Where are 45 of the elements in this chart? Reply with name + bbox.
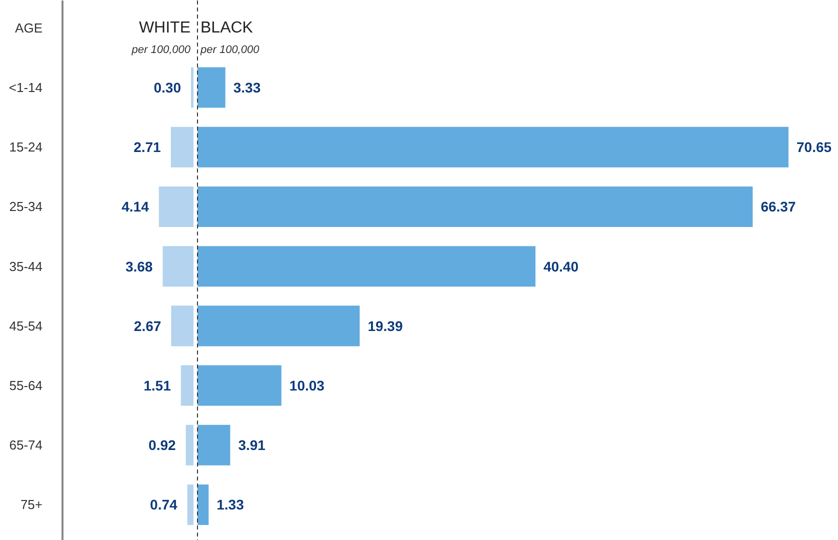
data-label: 3.33 bbox=[233, 80, 261, 96]
bar bbox=[198, 365, 282, 406]
y-tick-label: 35-44 bbox=[9, 258, 42, 274]
bar bbox=[198, 306, 360, 346]
bar bbox=[186, 424, 194, 466]
data-label: 40.40 bbox=[543, 258, 579, 274]
data-label: 10.03 bbox=[289, 378, 325, 394]
bar bbox=[171, 306, 194, 346]
data-label: 19.39 bbox=[368, 318, 403, 334]
chart-title: BLACK bbox=[200, 19, 254, 36]
chart-title: WHITE bbox=[138, 19, 190, 36]
bar bbox=[170, 126, 194, 168]
bar bbox=[162, 246, 194, 287]
y-tick-label: 55-64 bbox=[9, 378, 42, 394]
bar bbox=[187, 484, 194, 526]
y-tick-label: 75+ bbox=[20, 497, 43, 512]
y-tick-label: 15-24 bbox=[9, 140, 42, 155]
y-axis-title: AGE bbox=[15, 20, 43, 36]
bar bbox=[198, 126, 788, 168]
data-label: 70.65 bbox=[796, 139, 832, 156]
bar bbox=[180, 365, 194, 406]
data-label: 0.74 bbox=[150, 496, 178, 513]
bar bbox=[198, 424, 230, 466]
bar bbox=[190, 67, 194, 108]
y-tick-label: 25-34 bbox=[9, 199, 42, 214]
bar bbox=[158, 186, 194, 227]
data-label: 1.33 bbox=[216, 496, 244, 513]
bar bbox=[198, 484, 209, 526]
data-label: 0.30 bbox=[154, 80, 182, 96]
data-label: 3.68 bbox=[125, 258, 153, 274]
bar bbox=[198, 246, 536, 287]
data-label: 2.67 bbox=[134, 318, 162, 334]
data-label: 3.91 bbox=[238, 437, 266, 454]
y-tick-label: 65-74 bbox=[9, 438, 42, 453]
y-tick-label: <1-14 bbox=[8, 80, 43, 96]
y-tick-label: 45-54 bbox=[9, 318, 42, 334]
data-label: 66.37 bbox=[760, 198, 796, 215]
data-label: 0.92 bbox=[148, 437, 176, 454]
data-label: 2.71 bbox=[134, 139, 162, 156]
data-label: 1.51 bbox=[144, 378, 172, 394]
chart-subtitle: per 100,000 bbox=[200, 44, 260, 56]
chart-subtitle: per 100,000 bbox=[130, 44, 192, 56]
bar bbox=[198, 186, 753, 227]
data-label: 4.14 bbox=[122, 198, 150, 215]
bar bbox=[198, 67, 226, 108]
